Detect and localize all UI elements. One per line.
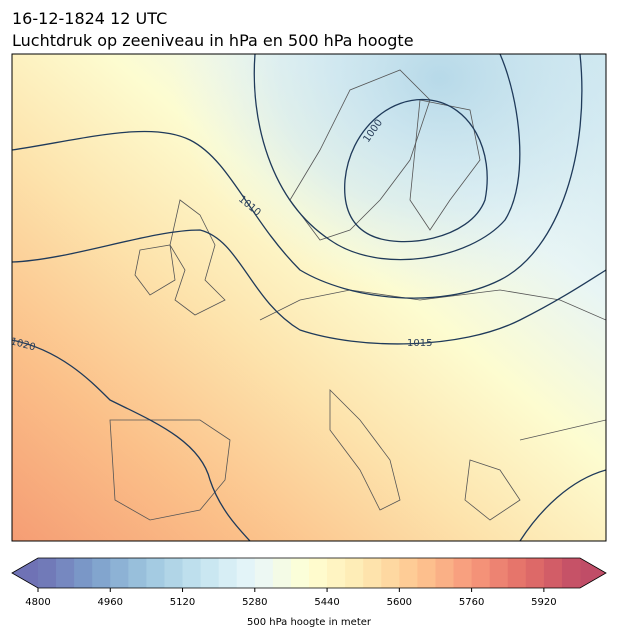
colorbar-segment (489, 558, 509, 588)
colorbar-segment (38, 558, 57, 588)
colorbar-tick-label: 5280 (242, 597, 267, 608)
colorbar-segment (309, 558, 328, 588)
colorbar-segment (399, 558, 418, 588)
contour-label: 1015 (407, 338, 432, 349)
colorbar-tick-label: 5920 (531, 597, 556, 608)
colorbar-segment (381, 558, 400, 588)
colorbar-tick-label: 5760 (459, 597, 484, 608)
colorbar-segment (92, 558, 111, 588)
colorbar-segment (363, 558, 382, 588)
colorbar-segment (236, 558, 256, 588)
colorbar-segment (345, 558, 364, 588)
colorbar-segment (453, 558, 473, 588)
colorbar-tick-label: 4800 (25, 597, 50, 608)
map-frame (11, 53, 607, 542)
colorbar-segment (182, 558, 202, 588)
colorbar-segment (146, 558, 165, 588)
colorbar-segment (435, 558, 455, 588)
colorbar-tick-label: 5440 (314, 597, 339, 608)
colorbar-segment (164, 558, 184, 588)
colorbar-segment (327, 558, 346, 588)
colorbar-tick-label: 4960 (98, 597, 123, 608)
colorbar-segment (417, 558, 436, 588)
colorbar-segment (128, 558, 147, 588)
colorbar-segment (272, 558, 292, 588)
colorbar: 4800 4960 5120 5280 5440 5600 5760 5920 (11, 557, 607, 608)
colorbar-segment (110, 558, 129, 588)
colorbar-extend-high (580, 558, 606, 588)
title: 16-12-1824 12 UTC (12, 9, 167, 28)
colorbar-segment (471, 558, 491, 588)
colorbar-segment (525, 558, 545, 588)
colorbar-segment (543, 558, 563, 588)
colorbar-extend-low (12, 558, 38, 588)
colorbar-segment (74, 558, 93, 588)
colorbar-segment (200, 558, 220, 588)
colorbar-segment (254, 558, 274, 588)
colorbar-segment (56, 558, 75, 588)
subtitle: Luchtdruk op zeeniveau in hPa en 500 hPa… (12, 31, 414, 50)
contour-label: 1020 (9, 336, 36, 353)
colorbar-label: 500 hPa hoogte in meter (247, 617, 372, 628)
colorbar-segment (290, 558, 310, 588)
colorbar-tick-label: 5120 (170, 597, 195, 608)
colorbar-segment (507, 558, 527, 588)
colorbar-segment (561, 558, 581, 588)
map: 1000 1010 1015 1020 (9, 54, 606, 541)
colorbar-segment (218, 558, 238, 588)
colorbar-tick-label: 5600 (387, 597, 412, 608)
